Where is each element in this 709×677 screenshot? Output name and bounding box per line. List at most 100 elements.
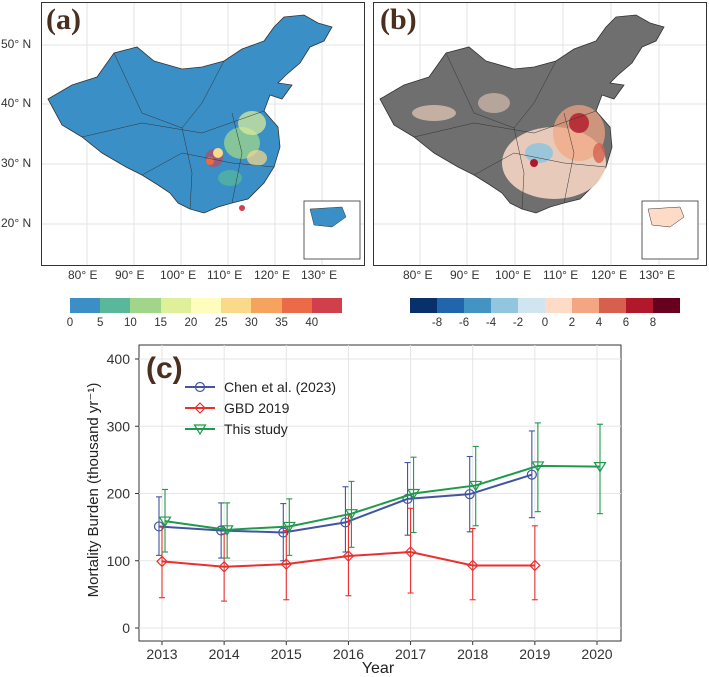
cbar-a-swatch-8 (311, 298, 342, 313)
y-tick-label: 300 (107, 418, 131, 434)
lon-tick-a-130: 130° E (301, 268, 338, 282)
cbar-b-tick-1: -6 (458, 317, 470, 329)
cbar-b-swatch-5 (545, 298, 572, 313)
cbar-a-tick-2: 10 (124, 317, 137, 329)
cbar-a-tick-1: 5 (97, 317, 104, 329)
lon-tick-a-100: 100° E (160, 268, 197, 282)
chart-legend: Chen et al. (2023) GBD 2019 This study (185, 379, 336, 437)
data-point (404, 546, 417, 558)
x-tick-label: 2020 (581, 646, 612, 662)
legend-marker (193, 424, 207, 436)
x-tick-label: 2015 (271, 646, 302, 662)
data-point (529, 559, 541, 572)
data-point (402, 493, 413, 504)
series-line (164, 464, 601, 531)
map-b-inset-coast (647, 206, 685, 228)
cbar-a-tick-6: 30 (244, 317, 258, 329)
cbar-a-swatch-0 (70, 298, 101, 313)
cbar-b-swatch-0 (410, 298, 437, 313)
cbar-b-swatch-1 (437, 298, 464, 313)
cbar-a-tick-5: 25 (214, 317, 228, 329)
lon-tick-b-90: 90° E (450, 268, 480, 282)
cbar-a-tick-0: 0 (66, 317, 74, 329)
cbar-b-swatch-8 (626, 298, 653, 313)
series-line (161, 551, 535, 568)
cbar-b-tick-6: 4 (595, 317, 603, 329)
data-point (342, 550, 355, 562)
data-point (158, 516, 172, 528)
cbar-a-swatch-2 (130, 298, 161, 313)
map-a-inset-coast (309, 206, 347, 228)
cbar-a-swatch-7 (281, 298, 312, 313)
data-point (593, 462, 607, 473)
cbar-b-tick-4: 0 (541, 317, 549, 329)
data-point (469, 480, 483, 492)
legend-marker (194, 381, 206, 393)
cbar-a-tick-7: 35 (275, 317, 288, 329)
legend-label: GBD 2019 (224, 400, 290, 416)
legend-marker (194, 402, 206, 414)
map-b-provinces (413, 52, 607, 210)
chart-y-ticks: 0 100 200 300 400 (107, 351, 139, 636)
cbar-b-swatch-6 (572, 298, 599, 313)
lon-tick-b-80: 80° E (403, 268, 433, 282)
cbar-a-swatch-1 (100, 298, 131, 313)
lat-tick-20: 20° N (1, 216, 32, 230)
lat-tick-30: 30° N (1, 156, 32, 170)
legend-label: This study (224, 421, 288, 437)
colorbar-b (410, 298, 680, 313)
cbar-b-swatch-3 (491, 298, 518, 313)
map-panel-b: (b) (373, 2, 707, 266)
series-this-study (158, 422, 607, 559)
lon-tick-b-110: 110° E (543, 268, 579, 282)
lon-tick-a-110: 110° E (207, 268, 243, 282)
cbar-a-swatch-3 (160, 298, 191, 313)
colorbar-a (70, 298, 342, 313)
cbar-b-tick-3: -2 (512, 317, 524, 329)
x-tick-label: 2019 (519, 646, 550, 662)
lon-tick-b-130: 130° E (639, 268, 676, 282)
legend-label: Chen et al. (2023) (224, 379, 336, 395)
series-chen-et-al-2023- (153, 430, 537, 562)
lon-tick-a-90: 90° E (115, 268, 145, 282)
chart-series-group (153, 422, 607, 602)
cbar-a-tick-4: 20 (184, 317, 198, 329)
x-tick-label: 2013 (146, 646, 177, 662)
y-tick-label: 100 (107, 553, 131, 569)
data-point (153, 521, 165, 532)
cbar-b-tick-0: -8 (431, 317, 443, 329)
x-tick-label: 2018 (457, 646, 488, 662)
series-gbd-2019 (156, 507, 541, 602)
map-panel-a: (a) (41, 2, 365, 266)
map-b-change-areas (412, 93, 606, 199)
lat-tick-50: 50° N (1, 37, 32, 51)
data-point (466, 559, 479, 572)
panel-a-label: (a) (46, 3, 81, 36)
data-point (278, 527, 289, 538)
data-point (156, 555, 168, 568)
map-a-svg (42, 3, 364, 265)
data-point (280, 558, 293, 570)
chart-y-label: Mortality Burden (thousand yr⁻¹) (85, 383, 102, 598)
chart-x-ticks: 2013 2014 2015 2016 2017 2018 2019 2020 (146, 641, 613, 662)
series-line (158, 473, 533, 534)
cbar-b-tick-8: 8 (649, 317, 657, 329)
cbar-a-tick-8: 40 (305, 317, 319, 329)
data-point (526, 469, 537, 480)
lon-tick-a-120: 120° E (254, 268, 291, 282)
cbar-a-swatch-5 (221, 298, 252, 313)
x-tick-label: 2014 (209, 646, 240, 662)
panel-b-label: (b) (380, 3, 417, 36)
map-b-svg (374, 3, 706, 265)
data-point (218, 560, 230, 573)
cbar-b-swatch-2 (464, 298, 491, 313)
cbar-a-swatch-4 (190, 298, 222, 313)
y-tick-label: 400 (107, 351, 131, 367)
cbar-b-swatch-4 (518, 298, 545, 313)
cbar-a-tick-3: 15 (154, 317, 168, 329)
y-tick-label: 0 (122, 620, 130, 636)
x-tick-label: 2016 (333, 646, 364, 662)
cbar-b-tick-7: 6 (622, 317, 630, 329)
data-point (340, 517, 351, 528)
